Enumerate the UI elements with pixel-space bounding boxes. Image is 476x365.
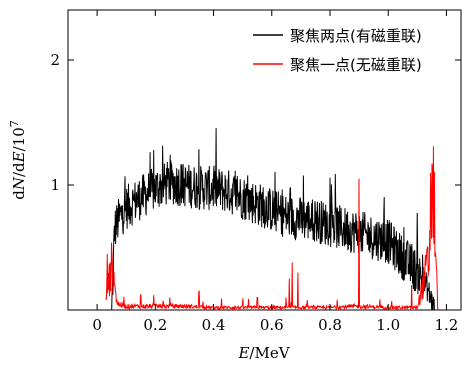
series-layer: [105, 128, 439, 311]
x-tick-label: 0.4: [202, 316, 226, 334]
x-tick-label: 0.2: [143, 316, 167, 334]
x-tick-label: 1.2: [435, 316, 459, 334]
x-tick-label: 0: [92, 316, 102, 334]
y-axis-label: dN/dE/107: [8, 120, 28, 199]
x-tick-label: 0.8: [318, 316, 342, 334]
legend-label-series-2: 聚焦一点(无磁重联): [290, 56, 422, 74]
x-axis: 0 0.2 0.4 0.6 0.8 1.0 1.2: [92, 10, 458, 334]
series-line-1: [111, 128, 435, 311]
x-axis-label: E/MeV: [237, 344, 290, 362]
y-tick-label: 2: [50, 51, 60, 69]
legend-label-series-1: 聚焦两点(有磁重联): [290, 27, 422, 45]
plot-frame: [67, 9, 462, 311]
y-tick-label: 1: [50, 176, 60, 194]
x-tick-label: 1.0: [376, 316, 400, 334]
legend: 聚焦两点(有磁重联) 聚焦一点(无磁重联): [253, 27, 422, 74]
x-tick-label: 0.6: [260, 316, 284, 334]
y-axis: 12: [50, 51, 461, 194]
